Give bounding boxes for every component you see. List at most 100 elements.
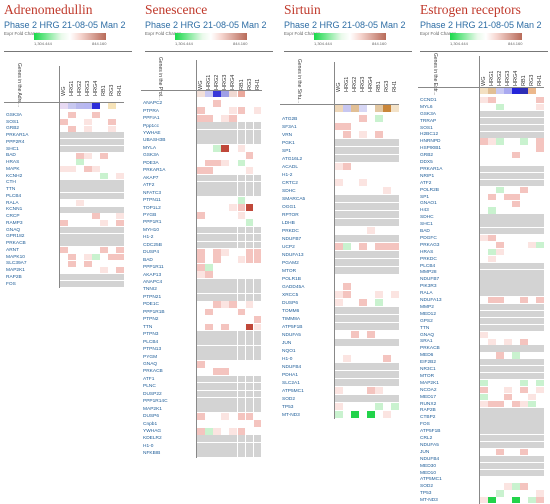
heatmap-cell — [496, 262, 504, 269]
fold-change-legend: Expr Fold Change 1,304.444 844.160 — [284, 31, 412, 49]
gene-label: POLR1B — [282, 276, 301, 282]
heatmap-cell — [528, 393, 536, 400]
heatmap-cell — [237, 338, 246, 346]
heatmap-cell — [100, 267, 108, 274]
gene-label: LDHB — [282, 220, 295, 226]
heatmap-cell — [367, 259, 375, 267]
heatmap-cell — [520, 359, 528, 366]
heatmap-cell — [229, 427, 237, 435]
header-underline — [4, 102, 124, 104]
heatmap-cell — [237, 189, 246, 197]
heatmap-cell — [383, 243, 391, 251]
heatmap-cell — [383, 147, 391, 155]
heatmap-cell — [253, 338, 262, 346]
heatmap-cell — [488, 366, 496, 373]
heatmap-cell — [528, 469, 536, 476]
heatmap-cell — [512, 172, 520, 180]
gene-label: JUN — [282, 340, 292, 346]
heatmap-cell — [197, 398, 205, 405]
heatmap-cell — [359, 219, 367, 227]
heatmap-cell — [245, 375, 254, 383]
gene-label: PGK1 — [282, 140, 295, 146]
heatmap-cell — [359, 203, 367, 211]
heatmap-cell — [391, 251, 399, 259]
heatmap-cell — [108, 125, 116, 132]
gene-label: GNAQ — [6, 227, 21, 233]
heatmap-cell — [100, 152, 108, 159]
heatmap-cell — [108, 274, 116, 281]
heatmap-cell — [60, 274, 68, 281]
heatmap-cell — [496, 138, 504, 145]
heatmap-cell — [237, 375, 246, 383]
gene-label: KCNN1 — [6, 207, 23, 213]
heatmap-cell — [359, 363, 367, 371]
column-label: RG3 — [529, 74, 535, 86]
heatmap-cell — [480, 131, 488, 138]
column-label: HRG2 — [497, 70, 503, 86]
heatmap-cell — [375, 379, 383, 387]
gene-label: SDHC — [420, 215, 434, 221]
heatmap-cell — [237, 137, 246, 145]
heatmap-cell — [76, 139, 84, 146]
gene-label: DUSP6 — [143, 414, 159, 420]
heatmap-cell — [221, 234, 229, 241]
heatmap-cell — [237, 129, 246, 137]
heatmap-cell — [100, 139, 108, 146]
heatmap-cell — [480, 110, 488, 118]
heatmap-cell — [100, 132, 108, 139]
heatmap-cell — [504, 345, 512, 352]
heatmap-cell — [108, 226, 116, 233]
heatmap-cell — [520, 345, 528, 352]
heatmap-cell — [237, 286, 246, 294]
column-label: WG — [481, 76, 487, 86]
gene-label: NQO1 — [282, 348, 296, 354]
gene-label: BAD — [6, 153, 16, 159]
heatmap-cell — [253, 353, 262, 361]
gene-label: PTPN2 — [143, 317, 159, 323]
heatmap-cell — [253, 316, 262, 323]
heatmap-cell — [84, 118, 92, 125]
heatmap-cell — [496, 290, 504, 297]
column-header-swatch — [520, 88, 528, 94]
heatmap-cell — [536, 283, 544, 290]
heatmap-cell — [116, 280, 124, 287]
heatmap-cell — [245, 189, 254, 197]
column-header-swatch — [359, 105, 367, 112]
heatmap-cell — [108, 280, 116, 287]
heatmap-cell — [528, 428, 536, 435]
heatmap-cell — [528, 317, 536, 325]
heatmap-cell — [60, 240, 68, 247]
heatmap-cell — [488, 214, 496, 221]
heatmap-cell — [253, 390, 262, 398]
heatmap-cell — [520, 407, 528, 414]
heatmap-cell — [213, 375, 221, 383]
heatmap-cell — [512, 228, 520, 235]
heatmap-cell — [335, 323, 343, 331]
heatmap-cell — [100, 240, 108, 247]
heatmap-cell — [237, 211, 246, 219]
heatmap-cell — [335, 219, 343, 227]
gene-label: H1-0 — [143, 443, 154, 449]
gene-label: CRCP — [6, 214, 20, 220]
heatmap-cell — [504, 435, 512, 442]
heatmap-cell — [68, 260, 76, 267]
heatmap-cell — [343, 203, 351, 211]
gene-label: PTPN21 — [143, 294, 162, 300]
legend-label: Expr Fold Change — [420, 31, 457, 36]
heatmap-cell — [205, 159, 213, 167]
heatmap-cell — [253, 442, 262, 450]
heatmap-cell — [197, 383, 205, 390]
heatmap-cell — [116, 220, 124, 227]
gene-label: GSK3A — [6, 112, 22, 118]
gene-label: HNRNPD — [420, 139, 441, 145]
heatmap-cell — [496, 221, 504, 228]
heatmap-cell — [197, 405, 205, 413]
heatmap-cell — [536, 442, 544, 449]
heatmap-cell — [496, 345, 504, 352]
heatmap-cell — [488, 131, 496, 138]
heatmap-cell — [100, 220, 108, 227]
heatmap-cell — [504, 290, 512, 297]
gene-label: GNAQ — [143, 361, 158, 367]
column-header-swatch — [343, 105, 351, 112]
heatmap-cell — [221, 189, 229, 197]
